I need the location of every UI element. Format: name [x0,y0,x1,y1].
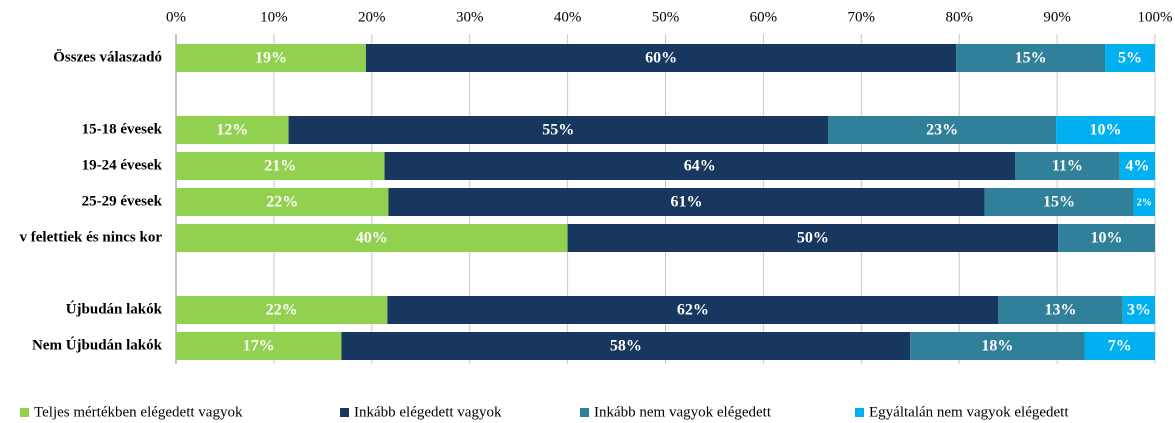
bar-segment [1015,152,1120,180]
bar-segment [176,116,289,144]
data-label: 61% [671,194,703,211]
legend-label: Inkább elégedett vagyok [354,404,502,420]
bar-segment [1058,224,1155,252]
x-tick-label: 20% [358,9,386,25]
data-label: 5% [1118,50,1142,67]
bar-segment [176,152,385,180]
category-label: Összes válaszadó [53,48,162,65]
data-label: 4% [1125,158,1149,175]
bar-segment [341,332,911,360]
data-label: 7% [1108,338,1132,355]
category-label: Újbudán lakók [66,300,163,317]
bar-segment [176,296,388,324]
x-tick-label: 30% [456,9,484,25]
data-label: 10% [1091,230,1123,247]
bar-segment [1122,296,1155,324]
legend-label: Teljes mértékben elégedett vagyok [34,404,243,420]
data-label: 19% [255,50,287,67]
data-label: 55% [542,122,574,139]
bar-segment [387,296,999,324]
legend-label: Inkább nem vagyok elégedett [594,404,772,420]
bar-segment [828,116,1057,144]
data-label: 10% [1090,122,1122,139]
legend-swatch [340,408,349,417]
bar-segment [567,224,1059,252]
category-label: 19-24 évesek [82,157,163,173]
data-label: 21% [264,158,296,175]
data-label: 12% [216,122,248,139]
x-tick-label: 10% [260,9,288,25]
data-label: 2% [1137,197,1152,208]
x-tick-label: 50% [652,9,680,25]
legend-swatch [20,408,29,417]
bar-segment [984,188,1134,216]
bar-segment [1105,44,1155,72]
x-tick-label: 60% [750,9,778,25]
bar-segment [288,116,829,144]
legend-swatch [855,408,864,417]
legend-swatch [580,408,589,417]
data-label: 11% [1052,158,1083,175]
bar-segment [1119,152,1155,180]
data-label: 23% [926,122,958,139]
category-label: Nem Újbudán lakók [32,336,163,353]
data-label: 17% [243,338,275,355]
data-label: 15% [1043,194,1075,211]
data-label: 22% [266,194,298,211]
bar-segment [176,332,342,360]
category-label: 15-18 évesek [82,121,163,137]
data-label: 22% [266,302,298,319]
bar-segment [365,44,957,72]
bar-segment [384,152,1016,180]
bar-segment [176,224,568,252]
category-label: 25-29 évesek [82,193,163,209]
data-label: 60% [645,50,677,67]
bar-segment [910,332,1085,360]
data-label: 15% [1015,50,1047,67]
bar-segment [1056,116,1155,144]
x-tick-label: 70% [848,9,876,25]
data-label: 50% [797,230,829,247]
bar-segment [176,44,366,72]
legend-label: Egyáltalán nem vagyok elégedett [869,404,1069,420]
data-label: 64% [684,158,716,175]
data-label: 18% [981,338,1013,355]
bar-segment [176,188,389,216]
category-label: v felettiek és nincs kor [20,229,163,245]
bar-segment [998,296,1123,324]
data-label: 3% [1127,302,1151,319]
x-tick-label: 90% [1043,9,1071,25]
bar-segment [956,44,1106,72]
bar-segment [1084,332,1155,360]
data-label: 58% [610,338,642,355]
x-tick-label: 40% [554,9,582,25]
bar-segment [1133,188,1155,216]
x-tick-label: 80% [945,9,973,25]
data-label: 13% [1045,302,1077,319]
data-label: 62% [677,302,709,319]
bar-segment [388,188,985,216]
data-label: 40% [356,230,388,247]
x-tick-label: 100% [1138,9,1173,25]
x-tick-label: 0% [166,9,186,25]
